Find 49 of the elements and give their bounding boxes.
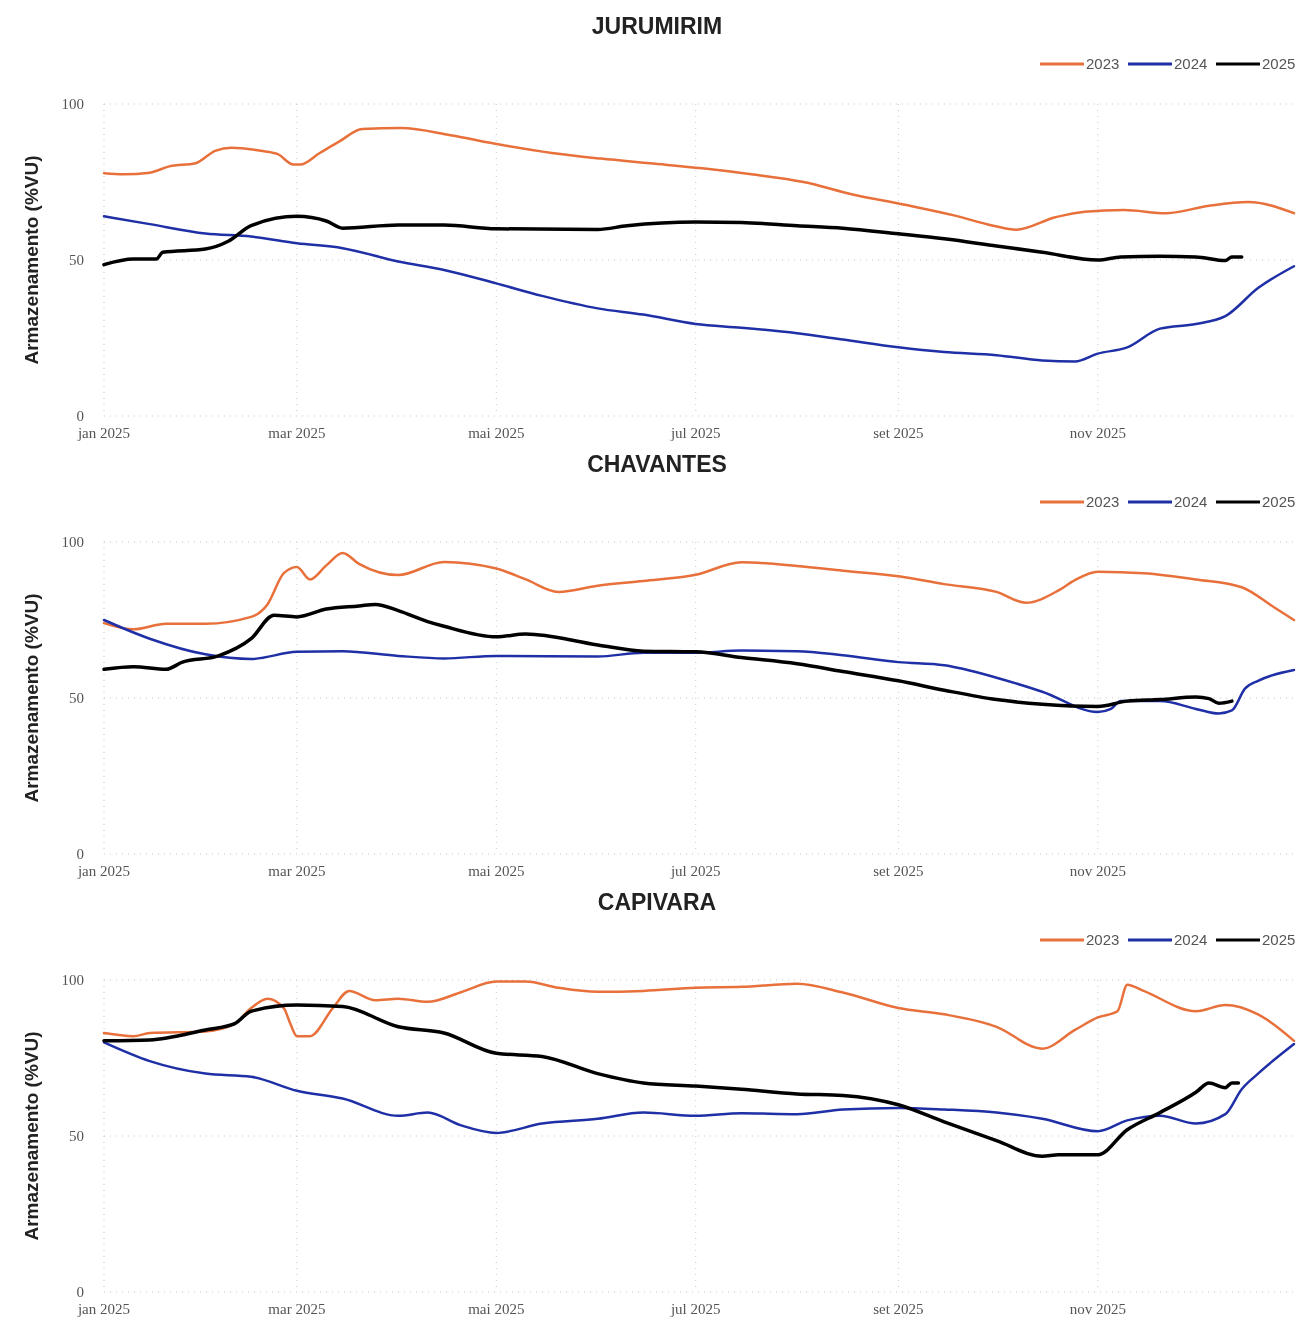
y-tick-label: 50	[69, 252, 84, 269]
line-series	[102, 126, 1296, 231]
x-tick-label: jul 2025	[669, 863, 721, 879]
line-series	[102, 1041, 1296, 1135]
x-tick-label: jan 2025	[76, 425, 131, 441]
x-tick-label: mai 2025	[468, 863, 525, 879]
legend-label: 2024	[1174, 55, 1208, 73]
y-tick-label: 100	[61, 972, 84, 989]
chart-title: CAPIVARA	[597, 889, 717, 915]
y-axis-title: Armazenamento (%VU)	[21, 1031, 42, 1241]
y-tick-label: 100	[61, 534, 84, 551]
x-tick-label: mar 2025	[268, 425, 326, 441]
x-tick-label: set 2025	[873, 1301, 924, 1317]
y-tick-label: 100	[61, 96, 84, 113]
x-tick-label: set 2025	[873, 863, 924, 879]
legend-label: 2023	[1086, 55, 1120, 73]
line-series	[102, 215, 1296, 363]
y-tick-label: 0	[76, 1284, 84, 1301]
y-axis-title: Armazenamento (%VU)	[21, 155, 42, 365]
chart-title: CHAVANTES	[587, 451, 727, 477]
x-tick-label: mar 2025	[268, 1301, 326, 1317]
x-tick-label: mai 2025	[468, 425, 525, 441]
x-tick-label: mar 2025	[268, 863, 326, 879]
line-series	[102, 551, 1296, 631]
x-tick-label: jul 2025	[669, 425, 721, 441]
legend-label: 2023	[1086, 931, 1120, 949]
y-axis-title: Armazenamento (%VU)	[21, 593, 42, 803]
x-tick-label: mai 2025	[468, 1301, 525, 1317]
legend-label: 2025	[1262, 493, 1296, 511]
chart-title: JURUMIRIM	[591, 13, 723, 39]
legend-label: 2025	[1262, 55, 1296, 73]
legend-label: 2024	[1174, 493, 1208, 511]
y-tick-label: 50	[69, 690, 84, 707]
legend-label: 2024	[1174, 931, 1208, 949]
line-series	[102, 602, 1234, 709]
x-tick-label: jan 2025	[76, 1301, 131, 1317]
line-series	[102, 214, 1244, 267]
legend-label: 2023	[1086, 493, 1120, 511]
y-tick-label: 0	[76, 408, 84, 425]
x-tick-label: jul 2025	[669, 1301, 721, 1317]
x-tick-label: nov 2025	[1069, 1301, 1126, 1317]
x-tick-label: jan 2025	[76, 863, 131, 879]
legend-label: 2025	[1262, 931, 1296, 949]
y-tick-label: 50	[69, 1128, 84, 1145]
x-tick-label: nov 2025	[1069, 863, 1126, 879]
x-tick-label: nov 2025	[1069, 425, 1126, 441]
line-series	[102, 1003, 1241, 1159]
y-tick-label: 0	[76, 846, 84, 863]
x-tick-label: set 2025	[873, 425, 924, 441]
